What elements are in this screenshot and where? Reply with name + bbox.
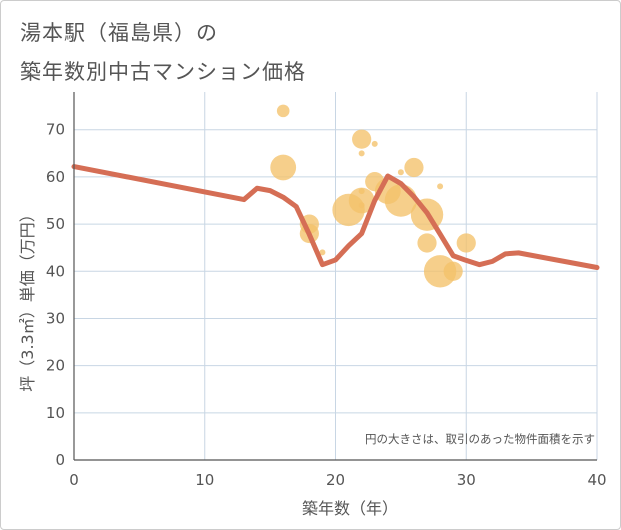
x-tick-labels: 0 10 20 30 40 <box>69 471 606 489</box>
data-bubble <box>352 129 372 149</box>
trend-line <box>71 164 600 271</box>
bubble-layer <box>270 104 476 288</box>
data-bubble <box>437 183 444 190</box>
chart-title-line-1: 湯本駅（福島県）の <box>20 21 218 45</box>
data-bubble <box>276 104 290 118</box>
x-tick-label: 20 <box>326 471 345 489</box>
data-bubble <box>404 157 424 178</box>
x-tick-label: 30 <box>457 471 476 489</box>
data-bubble <box>371 140 378 147</box>
y-tick-label: 20 <box>46 357 65 375</box>
y-tick-label: 0 <box>55 451 65 469</box>
y-tick-labels: 0 10 20 30 40 50 60 70 <box>46 121 65 469</box>
y-axis-label: 坪（3.3㎡）単価（万円） <box>18 206 37 391</box>
y-tick-label: 50 <box>46 215 65 233</box>
data-bubble <box>358 188 365 195</box>
data-bubble <box>417 233 437 253</box>
y-tick-label: 70 <box>46 121 65 139</box>
data-bubble <box>348 187 375 214</box>
data-bubble <box>358 202 365 209</box>
data-bubble <box>456 233 476 253</box>
axes <box>73 92 597 461</box>
data-bubble <box>319 249 326 256</box>
x-axis-label: 築年数（年） <box>302 499 398 518</box>
data-bubble <box>443 261 463 281</box>
bubble-size-note: 円の大きさは、取引のあった物件面積を示す <box>365 432 595 446</box>
x-tick-label: 0 <box>69 471 79 489</box>
data-bubble <box>397 169 404 176</box>
y-tick-label: 30 <box>46 309 65 327</box>
x-tick-label: 10 <box>195 471 214 489</box>
y-tick-label: 60 <box>46 168 65 186</box>
y-tick-label: 10 <box>46 404 65 422</box>
grid-lines <box>74 92 598 460</box>
x-tick-label: 40 <box>587 471 606 489</box>
chart-title-line-2: 築年数別中古マンション価格 <box>20 60 306 84</box>
data-bubble <box>358 150 365 157</box>
y-tick-label: 40 <box>46 262 65 280</box>
data-bubble <box>270 154 297 181</box>
